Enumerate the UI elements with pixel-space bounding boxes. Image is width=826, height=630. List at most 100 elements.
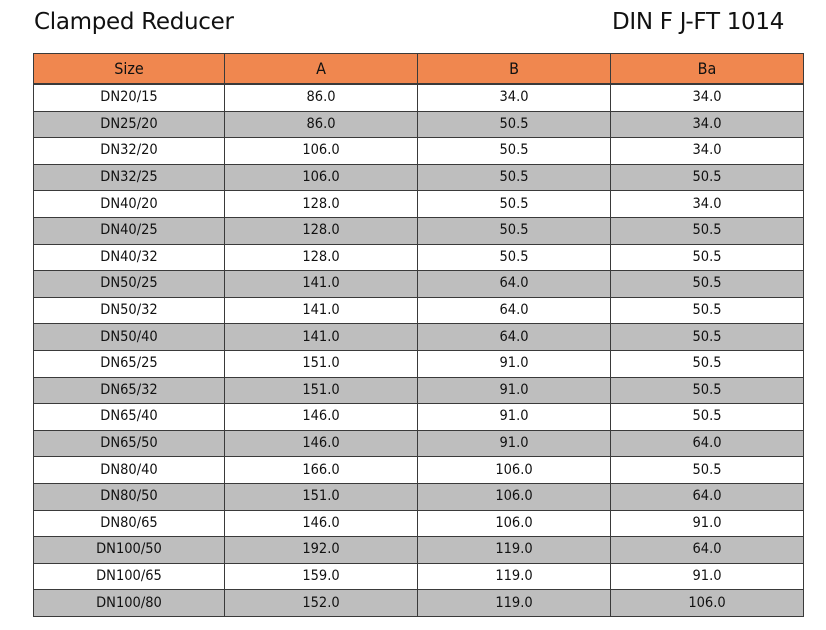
cell-b: 91.0 — [417, 429, 611, 458]
cell-size: DN100/50 — [33, 536, 225, 564]
table-row: DN25/20 86.0 50.5 34.0 — [33, 110, 804, 139]
cell-ba: 50.5 — [610, 163, 804, 192]
cell-b: 64.0 — [417, 270, 611, 298]
cell-size: DN100/80 — [33, 589, 225, 617]
cell-ba: 50.5 — [610, 403, 804, 431]
cell-b: 50.5 — [417, 137, 611, 165]
cell-size: DN20/15 — [33, 83, 225, 112]
cell-a: 159.0 — [224, 562, 418, 591]
header-a: A — [224, 53, 418, 85]
cell-size: DN65/40 — [33, 403, 225, 431]
cell-size: DN80/65 — [33, 509, 225, 538]
cell-b: 50.5 — [417, 216, 611, 245]
cell-b: 50.5 — [417, 190, 611, 218]
table-row: DN100/50 192.0 119.0 64.0 — [33, 536, 804, 564]
cell-ba: 91.0 — [610, 562, 804, 591]
cell-b: 91.0 — [417, 376, 611, 405]
cell-ba: 34.0 — [610, 190, 804, 218]
table-row: DN65/25 151.0 91.0 50.5 — [33, 349, 804, 378]
cell-size: DN40/20 — [33, 190, 225, 218]
cell-size: DN40/25 — [33, 216, 225, 245]
header-ba: Ba — [610, 53, 804, 85]
cell-a: 141.0 — [224, 296, 418, 325]
cell-ba: 34.0 — [610, 110, 804, 139]
cell-b: 64.0 — [417, 323, 611, 351]
cell-a: 141.0 — [224, 323, 418, 351]
cell-a: 192.0 — [224, 536, 418, 564]
table-row: DN40/25 128.0 50.5 50.5 — [33, 216, 804, 245]
table-row: DN32/25 106.0 50.5 50.5 — [33, 163, 804, 192]
cell-size: DN32/25 — [33, 163, 225, 192]
cell-a: 128.0 — [224, 190, 418, 218]
cell-a: 86.0 — [224, 83, 418, 112]
cell-a: 146.0 — [224, 403, 418, 431]
cell-a: 106.0 — [224, 163, 418, 192]
table-row: DN40/20 128.0 50.5 34.0 — [33, 190, 804, 218]
cell-size: DN50/40 — [33, 323, 225, 351]
cell-b: 106.0 — [417, 509, 611, 538]
cell-a: 152.0 — [224, 589, 418, 617]
cell-a: 151.0 — [224, 376, 418, 405]
table-row: DN100/80 152.0 119.0 106.0 — [33, 589, 804, 617]
document-title: Clamped Reducer — [34, 9, 234, 35]
cell-a: 146.0 — [224, 429, 418, 458]
header-size: Size — [33, 53, 225, 85]
cell-ba: 50.5 — [610, 296, 804, 325]
table-row: DN80/65 146.0 106.0 91.0 — [33, 509, 804, 538]
cell-a: 166.0 — [224, 456, 418, 484]
dimensions-table: Size A B Ba DN20/15 86.0 34.0 34.0 DN25/20 86… — [33, 53, 804, 617]
cell-size: DN65/50 — [33, 429, 225, 458]
table-row: DN65/50 146.0 91.0 64.0 — [33, 429, 804, 458]
cell-ba: 106.0 — [610, 589, 804, 617]
cell-ba: 34.0 — [610, 137, 804, 165]
table-header-row: Size A B Ba — [33, 53, 804, 85]
table-row: DN100/65 159.0 119.0 91.0 — [33, 562, 804, 591]
cell-ba: 50.5 — [610, 216, 804, 245]
cell-b: 106.0 — [417, 456, 611, 484]
cell-b: 119.0 — [417, 589, 611, 617]
cell-size: DN50/25 — [33, 270, 225, 298]
cell-ba: 50.5 — [610, 270, 804, 298]
cell-ba: 50.5 — [610, 323, 804, 351]
cell-a: 128.0 — [224, 243, 418, 272]
table-row: DN80/40 166.0 106.0 50.5 — [33, 456, 804, 484]
cell-size: DN50/32 — [33, 296, 225, 325]
table-row: DN32/20 106.0 50.5 34.0 — [33, 137, 804, 165]
cell-a: 151.0 — [224, 349, 418, 378]
cell-a: 141.0 — [224, 270, 418, 298]
table-row: DN65/32 151.0 91.0 50.5 — [33, 376, 804, 405]
table-row: DN20/15 86.0 34.0 34.0 — [33, 83, 804, 112]
table-row: DN40/32 128.0 50.5 50.5 — [33, 243, 804, 272]
cell-size: DN100/65 — [33, 562, 225, 591]
cell-size: DN80/50 — [33, 482, 225, 511]
table-body: DN20/15 86.0 34.0 34.0 DN25/20 86.0 50.5 34.0 DN… — [33, 83, 804, 617]
cell-ba: 50.5 — [610, 456, 804, 484]
cell-b: 50.5 — [417, 110, 611, 139]
cell-ba: 64.0 — [610, 536, 804, 564]
cell-size: DN80/40 — [33, 456, 225, 484]
cell-b: 50.5 — [417, 163, 611, 192]
cell-a: 146.0 — [224, 509, 418, 538]
cell-ba: 50.5 — [610, 349, 804, 378]
table-row: DN50/32 141.0 64.0 50.5 — [33, 296, 804, 325]
cell-b: 119.0 — [417, 562, 611, 591]
cell-b: 106.0 — [417, 482, 611, 511]
cell-size: DN65/25 — [33, 349, 225, 378]
header-b: B — [417, 53, 611, 85]
cell-ba: 50.5 — [610, 243, 804, 272]
cell-a: 106.0 — [224, 137, 418, 165]
cell-ba: 64.0 — [610, 482, 804, 511]
cell-size: DN65/32 — [33, 376, 225, 405]
cell-b: 91.0 — [417, 349, 611, 378]
cell-b: 91.0 — [417, 403, 611, 431]
cell-size: DN40/32 — [33, 243, 225, 272]
cell-size: DN32/20 — [33, 137, 225, 165]
cell-a: 86.0 — [224, 110, 418, 139]
cell-a: 128.0 — [224, 216, 418, 245]
cell-ba: 64.0 — [610, 429, 804, 458]
table-row: DN50/25 141.0 64.0 50.5 — [33, 270, 804, 298]
cell-a: 151.0 — [224, 482, 418, 511]
table-row: DN80/50 151.0 106.0 64.0 — [33, 482, 804, 511]
standard-code: DIN F J-FT 1014 — [612, 9, 785, 35]
cell-b: 119.0 — [417, 536, 611, 564]
